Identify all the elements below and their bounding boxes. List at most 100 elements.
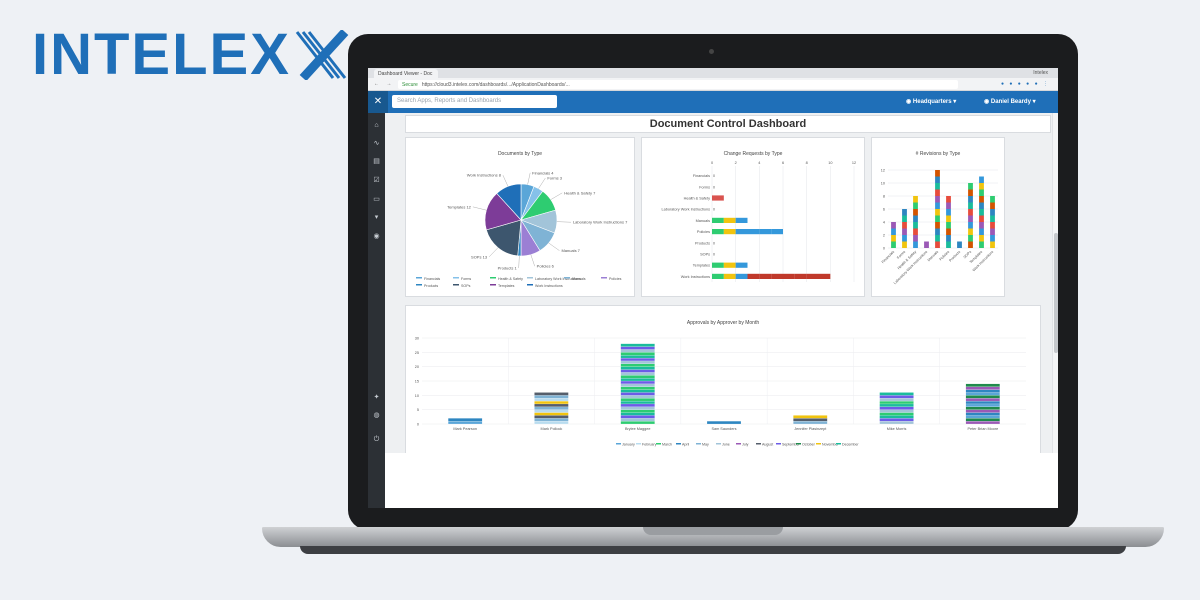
- stack-segment[interactable]: [793, 418, 828, 422]
- stack-segment[interactable]: [620, 352, 655, 356]
- stack-segment[interactable]: [879, 421, 914, 425]
- messages-icon[interactable]: ▾: [374, 214, 379, 221]
- bar-segment[interactable]: [935, 170, 940, 177]
- bar-segment[interactable]: [902, 241, 907, 249]
- stack-segment[interactable]: [620, 400, 655, 405]
- bar-segment[interactable]: [968, 215, 973, 223]
- bar-segment[interactable]: [913, 215, 918, 223]
- stack-segment[interactable]: [965, 383, 1000, 387]
- bar-segment[interactable]: [979, 241, 984, 249]
- stack-segment[interactable]: [620, 363, 655, 367]
- bar-segment[interactable]: [968, 235, 973, 242]
- bar-segment[interactable]: [968, 183, 973, 190]
- stack-segment[interactable]: [534, 395, 569, 399]
- url-field[interactable]: Secure https://cloud3.intelex.com/dashboa…: [398, 80, 958, 89]
- bar-segment[interactable]: [979, 235, 984, 242]
- activity-icon[interactable]: ∿: [373, 140, 380, 147]
- stack-segment[interactable]: [448, 418, 483, 422]
- extension-icons[interactable]: ● ● ● ● ● ⋮: [1000, 81, 1050, 87]
- stack-segment[interactable]: [965, 389, 1000, 393]
- bar-segment[interactable]: [968, 241, 973, 249]
- stack-segment[interactable]: [534, 409, 569, 413]
- stack-segment[interactable]: [965, 406, 1000, 410]
- bar-segment[interactable]: [723, 217, 736, 223]
- stack-segment[interactable]: [879, 398, 914, 402]
- stack-segment[interactable]: [706, 421, 742, 425]
- bar-segment[interactable]: [979, 209, 984, 216]
- bar-segment[interactable]: [990, 222, 995, 229]
- stack-segment[interactable]: [620, 372, 655, 376]
- bar-segment[interactable]: [712, 273, 724, 279]
- bar-segment[interactable]: [979, 196, 984, 203]
- bar-segment[interactable]: [990, 202, 995, 210]
- bar-segment[interactable]: [979, 202, 984, 210]
- stack-segment[interactable]: [620, 360, 655, 364]
- scrollbar-thumb[interactable]: [1054, 233, 1058, 353]
- stack-segment[interactable]: [965, 403, 1000, 407]
- stack-segment[interactable]: [534, 398, 569, 402]
- stack-segment[interactable]: [534, 400, 569, 405]
- stack-segment[interactable]: [965, 412, 1000, 416]
- bar-segment[interactable]: [818, 273, 831, 279]
- stack-segment[interactable]: [879, 409, 914, 413]
- bar-segment[interactable]: [968, 196, 973, 203]
- stack-segment[interactable]: [620, 415, 655, 419]
- eye-icon[interactable]: ◉: [373, 233, 380, 240]
- stack-segment[interactable]: [879, 403, 914, 407]
- bar-segment[interactable]: [891, 235, 896, 242]
- stack-segment[interactable]: [620, 346, 655, 350]
- stack-segment[interactable]: [879, 412, 914, 416]
- home-icon[interactable]: ⌂: [374, 122, 379, 129]
- bar-segment[interactable]: [946, 202, 951, 210]
- bar-segment[interactable]: [990, 228, 995, 236]
- stack-segment[interactable]: [965, 418, 1000, 422]
- bar-segment[interactable]: [990, 215, 995, 223]
- bar-segment[interactable]: [735, 262, 748, 268]
- bar-segment[interactable]: [735, 273, 748, 279]
- stack-segment[interactable]: [620, 418, 655, 422]
- search-input[interactable]: Search Apps, Reports and Dashboards: [392, 95, 557, 108]
- stack-segment[interactable]: [620, 392, 655, 396]
- bar-segment[interactable]: [935, 235, 940, 242]
- reports-icon[interactable]: ▤: [373, 158, 380, 165]
- stack-segment[interactable]: [620, 378, 655, 382]
- bar-segment[interactable]: [759, 273, 772, 279]
- stack-segment[interactable]: [879, 418, 914, 422]
- stack-segment[interactable]: [620, 386, 655, 390]
- stack-segment[interactable]: [534, 415, 569, 419]
- bar-segment[interactable]: [712, 229, 724, 235]
- bar-segment[interactable]: [913, 228, 918, 236]
- stack-segment[interactable]: [620, 357, 655, 362]
- user-menu[interactable]: ◉ Daniel Beardy ▾: [984, 99, 1036, 105]
- stack-segment[interactable]: [448, 421, 483, 425]
- stack-segment[interactable]: [620, 406, 655, 410]
- stack-segment[interactable]: [534, 403, 569, 407]
- browser-nav-buttons[interactable]: ← → C ⌂: [374, 81, 416, 87]
- bar-segment[interactable]: [935, 202, 940, 210]
- app-menu-icon[interactable]: ✕: [368, 91, 388, 113]
- bar-segment[interactable]: [794, 273, 807, 279]
- stack-segment[interactable]: [965, 398, 1000, 402]
- bar-segment[interactable]: [902, 235, 907, 242]
- stack-segment[interactable]: [620, 395, 655, 399]
- bar-segment[interactable]: [946, 215, 951, 223]
- bar-segment[interactable]: [723, 273, 736, 279]
- bar-segment[interactable]: [902, 222, 907, 229]
- pie-slice[interactable]: [486, 219, 522, 257]
- stack-segment[interactable]: [965, 409, 1000, 413]
- stack-segment[interactable]: [965, 386, 1000, 390]
- stack-segment[interactable]: [620, 403, 655, 407]
- stack-segment[interactable]: [620, 380, 655, 384]
- bar-segment[interactable]: [735, 217, 748, 223]
- stack-segment[interactable]: [879, 395, 914, 399]
- bar-segment[interactable]: [946, 196, 951, 203]
- stack-segment[interactable]: [620, 389, 655, 393]
- bar-segment[interactable]: [712, 262, 724, 268]
- bar-segment[interactable]: [935, 228, 940, 236]
- stack-segment[interactable]: [879, 415, 914, 419]
- bar-segment[interactable]: [935, 215, 940, 223]
- bar-segment[interactable]: [990, 196, 995, 203]
- bar-segment[interactable]: [902, 209, 907, 216]
- bar-segment[interactable]: [891, 228, 896, 236]
- bar-segment[interactable]: [806, 273, 819, 279]
